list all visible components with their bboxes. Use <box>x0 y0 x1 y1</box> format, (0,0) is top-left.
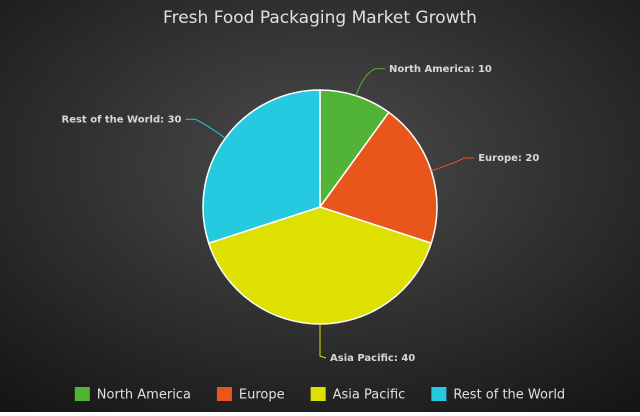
legend-label: North America <box>97 388 191 403</box>
pie-slice <box>207 206 433 325</box>
data-label: Rest of the World: 30 <box>62 114 182 125</box>
legend-swatch <box>310 387 326 401</box>
legend-label: Europe <box>239 388 285 403</box>
leader-line <box>185 118 226 139</box>
data-label: Asia Pacific: 40 <box>330 353 415 364</box>
data-label: Europe: 20 <box>478 153 539 164</box>
pie-slice <box>319 89 390 210</box>
legend-swatch <box>431 387 447 401</box>
legend-swatch <box>74 387 90 401</box>
pie-slice <box>202 89 321 245</box>
leader-line <box>355 68 385 96</box>
legend-label: Asia Pacific <box>333 388 406 403</box>
leader-line <box>319 323 327 359</box>
legend-swatch <box>216 387 232 401</box>
legend-label: Rest of the World <box>453 388 565 403</box>
data-label: North America: 10 <box>389 64 492 75</box>
leader-line <box>431 157 475 172</box>
chart-title: Fresh Food Packaging Market Growth <box>163 8 477 28</box>
pie-slice <box>318 111 438 245</box>
